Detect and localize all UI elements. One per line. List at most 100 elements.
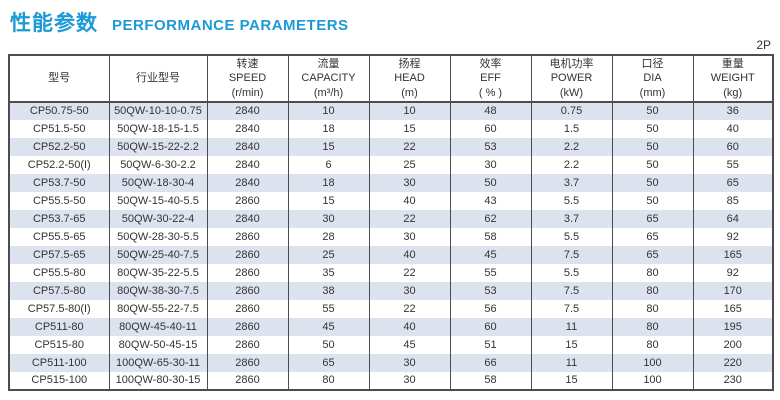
table-cell: 2840	[206, 173, 288, 192]
column-header: 行业型号	[108, 55, 207, 103]
table-cell: 165	[692, 245, 773, 264]
column-header-unit: (kW)	[559, 86, 584, 99]
table-cell: 2860	[206, 191, 288, 210]
table-row: CP55.5-50 50QW-15-40-5.5 2860 15 40 43 5.5 50 85	[9, 191, 773, 210]
table-cell: 22	[368, 209, 450, 228]
table-cell: 2860	[206, 281, 288, 300]
table-cell: 55	[287, 299, 369, 318]
table-cell: 43	[449, 191, 531, 210]
model-cell: CP53.7-65	[9, 209, 109, 228]
table-row: CP515-100 100QW-80-30-15 2860 80 30 58 15 100 23…	[9, 371, 773, 390]
table-cell: 50	[611, 119, 693, 138]
table-cell: 92	[692, 227, 773, 246]
column-header-unit: (mm)	[639, 86, 666, 99]
page-header: 性能参数 PERFORMANCE PARAMETERS	[10, 7, 349, 37]
table-cell: 40	[692, 119, 773, 138]
table-cell: 45	[368, 335, 450, 354]
table-cell: 30	[368, 353, 450, 372]
table-cell: 58	[449, 371, 531, 390]
table-cell: 200	[692, 335, 773, 354]
model-cell: CP51.5-50	[9, 119, 109, 138]
table-cell: 10	[287, 101, 369, 120]
table-cell: 30	[368, 281, 450, 300]
table-cell: 85	[692, 191, 773, 210]
table-row: CP515-80 80QW-50-45-15 2860 50 45 51 15 80 200	[9, 335, 773, 354]
table-cell: 66	[449, 353, 531, 372]
table-cell: 11	[530, 353, 612, 372]
table-cell: 40	[368, 317, 450, 336]
table-cell: 65	[692, 173, 773, 192]
table-cell: 65	[611, 209, 693, 228]
column-header-en: SPEED	[228, 72, 267, 85]
table-cell: 53	[449, 281, 531, 300]
table-cell: 50	[449, 173, 531, 192]
table-cell: 2840	[206, 137, 288, 156]
table-cell: 165	[692, 299, 773, 318]
table-cell: 50QW-18-30-4	[108, 173, 207, 192]
table-cell: 64	[692, 209, 773, 228]
model-cell: CP52.2-50	[9, 137, 109, 156]
table-cell: 80QW-45-40-11	[108, 317, 207, 336]
table-cell: 36	[692, 101, 773, 120]
table-row: CP57.5-80(I) 80QW-55-22-7.5 2860 55 22 56 7.5 8…	[9, 299, 773, 318]
table-cell: 28	[287, 227, 369, 246]
table-cell: 2.2	[530, 155, 612, 174]
column-header: 效率 EFF( % )	[449, 55, 531, 103]
table-cell: 2.2	[530, 137, 612, 156]
column-header-zh: 行业型号	[136, 72, 180, 85]
table-cell: 2860	[206, 317, 288, 336]
table-cell: 30	[287, 209, 369, 228]
table-cell: 50QW-18-15-1.5	[108, 119, 207, 138]
table-cell: 50	[611, 155, 693, 174]
table-cell: 50QW-10-10-0.75	[108, 101, 207, 120]
table-cell: 80	[611, 335, 693, 354]
table-row: CP52.2-50 50QW-15-22-2.2 2840 15 22 53 2.2 50 60	[9, 137, 773, 156]
table-cell: 40	[368, 191, 450, 210]
table-cell: 22	[368, 299, 450, 318]
table-cell: 11	[530, 317, 612, 336]
model-cell: CP511-80	[9, 317, 109, 336]
column-header-unit: (m)	[401, 86, 418, 99]
table-row: CP57.5-65 50QW-25-40-7.5 2860 25 40 45 7.5 65 16…	[9, 245, 773, 264]
table-cell: 30	[368, 173, 450, 192]
table-cell: 50	[611, 191, 693, 210]
table-cell: 30	[368, 371, 450, 390]
table-cell: 80	[611, 299, 693, 318]
table-cell: 2860	[206, 299, 288, 318]
table-cell: 5.5	[530, 191, 612, 210]
column-header-zh: 重量	[721, 58, 744, 70]
table-cell: 92	[692, 263, 773, 282]
table-cell: 60	[692, 137, 773, 156]
table-cell: 10	[368, 101, 450, 120]
pole-count-label: 2P	[756, 38, 771, 52]
column-header-unit: ( % )	[478, 86, 503, 99]
table-cell: 30	[368, 227, 450, 246]
table-cell: 80	[611, 263, 693, 282]
table-cell: 50QW-25-40-7.5	[108, 245, 207, 264]
table-cell: 80QW-50-45-15	[108, 335, 207, 354]
table-cell: 1.5	[530, 119, 612, 138]
table-cell: 50QW-15-40-5.5	[108, 191, 207, 210]
table-cell: 2860	[206, 245, 288, 264]
table-cell: 2860	[206, 263, 288, 282]
table-cell: 100	[611, 371, 693, 390]
page-title-chinese: 性能参数	[10, 12, 98, 35]
table-cell: 7.5	[530, 281, 612, 300]
table-cell: 7.5	[530, 245, 612, 264]
table-cell: 25	[287, 245, 369, 264]
model-cell: CP515-80	[9, 335, 109, 354]
table-cell: 195	[692, 317, 773, 336]
model-cell: CP50.75-50	[9, 101, 109, 120]
table-cell: 5.5	[530, 263, 612, 282]
column-header-en: HEAD	[394, 72, 425, 85]
table-cell: 80	[611, 281, 693, 300]
model-cell: CP57.5-80	[9, 281, 109, 300]
column-header-zh: 扬程	[398, 58, 421, 70]
model-cell: CP53.7-50	[9, 173, 109, 192]
table-cell: 50	[611, 173, 693, 192]
table-cell: 15	[287, 137, 369, 156]
table-cell: 45	[449, 245, 531, 264]
table-row: CP53.7-50 50QW-18-30-4 2840 18 30 50 3.7 50 65	[9, 173, 773, 192]
table-row: CP55.5-80 80QW-35-22-5.5 2860 35 22 55 5.5 80 92	[9, 263, 773, 282]
table-cell: 50QW-28-30-5.5	[108, 227, 207, 246]
